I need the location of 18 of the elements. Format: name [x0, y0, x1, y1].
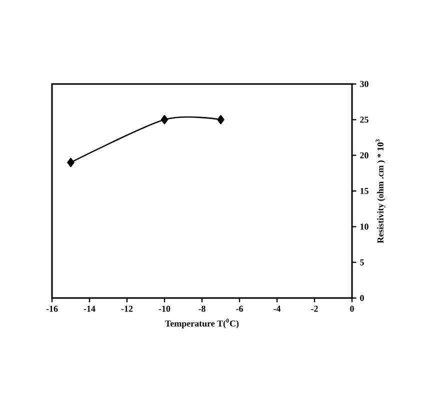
x-tick-label: -4 [274, 306, 281, 312]
y-tick-label: 20 [360, 152, 368, 158]
y-tick-label: 30 [360, 80, 368, 88]
x-tick-label: -12 [121, 306, 133, 312]
x-axis-title: Temperature T($^{0}$C) [165, 318, 239, 328]
x-tick-label: -14 [84, 306, 96, 312]
x-tick-label: -16 [46, 306, 58, 312]
x-tick-label: -2 [311, 306, 318, 312]
y-tick-label: 25 [360, 116, 368, 123]
x-tick-label: -8 [198, 306, 206, 312]
y-tick-label: 10 [360, 224, 368, 230]
y-tick-label: 5 [360, 259, 364, 266]
x-tick-label: -6 [236, 306, 243, 312]
y-tick-label: 0 [360, 294, 364, 302]
y-tick-label: 15 [360, 188, 368, 194]
x-tick-label: -10 [158, 306, 170, 312]
y-axis-title: Resistivity (ohm .cm ) * 10$^{3}$ [376, 139, 386, 244]
x-tick-label: 0 [350, 306, 354, 312]
